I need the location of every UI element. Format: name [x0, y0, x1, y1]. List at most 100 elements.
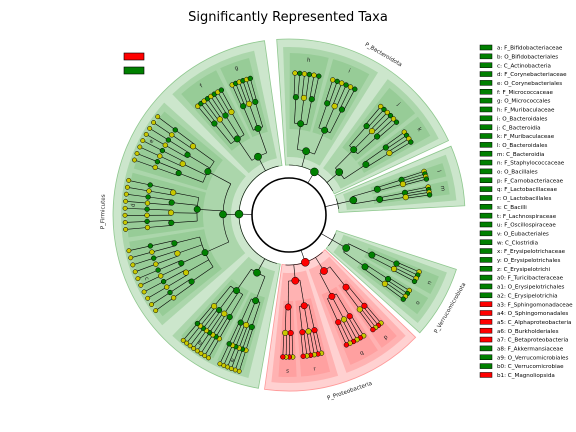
key-sep: : [500, 170, 504, 176]
genus-node [165, 137, 172, 143]
tree-edge [335, 149, 354, 169]
phylum-label: P_Firmicutes [100, 194, 107, 229]
family-node [216, 307, 223, 314]
tree-edge [242, 326, 251, 350]
key-name: O_Verrucomicrobiales [508, 355, 569, 361]
key-sep: : [504, 293, 508, 299]
family-node [211, 120, 218, 127]
legend [123, 52, 145, 75]
class-node [342, 244, 351, 252]
family-node [363, 123, 370, 130]
family-node [393, 260, 400, 267]
key-sep: : [500, 231, 504, 237]
species-node [217, 361, 223, 367]
key-swatch [479, 221, 493, 228]
genus-node [343, 342, 350, 348]
tree-edge [405, 189, 429, 195]
genus-node [297, 70, 303, 77]
class-node [302, 147, 310, 156]
tree-edge [303, 332, 308, 356]
genus-node [426, 192, 433, 198]
genus-node [194, 320, 201, 327]
key-label: a6: O_Burkholderiales [497, 329, 559, 335]
genus-node [311, 72, 317, 78]
key-sep: : [504, 320, 508, 326]
tree-edge [207, 171, 231, 185]
key-code: t [497, 214, 500, 220]
order-sector [357, 259, 429, 315]
family-node [189, 143, 197, 150]
tree-edge [325, 203, 338, 207]
key-label: b0: C_Verrucomicrobiae [497, 364, 564, 370]
key-label: e: O_Corynebacteriales [497, 81, 562, 87]
genus-node [378, 103, 384, 110]
phylum-node [310, 167, 319, 177]
phylum-node [234, 209, 244, 219]
tree-edge [147, 225, 172, 228]
genus-node [339, 80, 345, 86]
tree-edge [375, 118, 394, 136]
key-code: b0 [497, 364, 505, 370]
genus-node [226, 341, 232, 347]
key-name: C_Magnoliopsida [508, 373, 555, 379]
tree-edge [332, 82, 342, 106]
tree-edge [171, 202, 198, 206]
key-label: a8: F_Akkermansiaceae [497, 347, 564, 353]
key-swatch [479, 230, 493, 237]
key-label: a3: F_Sphingomonadaceae [497, 302, 573, 308]
family-node [178, 260, 185, 267]
key-name: F_Muribaculaceae [504, 134, 555, 140]
tree-edge [240, 298, 252, 323]
clade-label: g [234, 65, 240, 72]
genus-node [160, 278, 167, 285]
clade-label: i [347, 68, 351, 74]
tree-edge [168, 139, 189, 153]
tree-edge [231, 84, 243, 108]
family-node [356, 306, 363, 313]
order-sector [312, 59, 370, 141]
tree-edge [363, 268, 386, 285]
tree-edge [385, 282, 406, 297]
family-node [221, 310, 228, 317]
tree-edge [192, 146, 215, 162]
family-node [382, 144, 389, 151]
key-swatch [479, 239, 493, 245]
family-node [399, 181, 406, 188]
tree-edge [343, 89, 356, 111]
species-node [202, 353, 208, 359]
key-swatch [479, 266, 493, 272]
tree-edge [396, 262, 420, 273]
order-node [252, 297, 260, 305]
species-node [126, 248, 132, 254]
tree-edge [336, 293, 350, 317]
genus-node [146, 188, 152, 194]
species-node [134, 151, 140, 156]
key-name: O_Erysipelotrichales [504, 258, 561, 264]
species-node [122, 212, 128, 218]
genus-node [300, 353, 306, 359]
key-name: O_Erysipelotrichales [508, 285, 565, 291]
key-name: F_Turicibacteraceae [508, 276, 564, 282]
tree-edge [224, 291, 239, 314]
genus-node [334, 78, 340, 85]
tree-edge [305, 74, 310, 99]
tree-edge [309, 75, 315, 99]
genus-node [145, 194, 151, 200]
key-swatch [479, 80, 493, 86]
key-code: a7 [497, 338, 504, 344]
key-code: x [497, 249, 501, 255]
tree-edge [212, 314, 226, 335]
tree-edge [125, 208, 148, 210]
tree-edge [379, 196, 406, 202]
tree-edge [147, 220, 172, 222]
tree-edge [299, 306, 303, 333]
tree-edge [285, 332, 287, 358]
species-node [141, 289, 147, 295]
key-label: l: O_Bacteroidales [497, 143, 548, 149]
species-node [180, 337, 186, 343]
tree-edge [393, 269, 415, 282]
key-swatch [479, 319, 493, 325]
key-label: a7: C_Betaproteobacteria [497, 338, 568, 344]
key-swatch [479, 248, 493, 254]
class-node [291, 276, 300, 285]
